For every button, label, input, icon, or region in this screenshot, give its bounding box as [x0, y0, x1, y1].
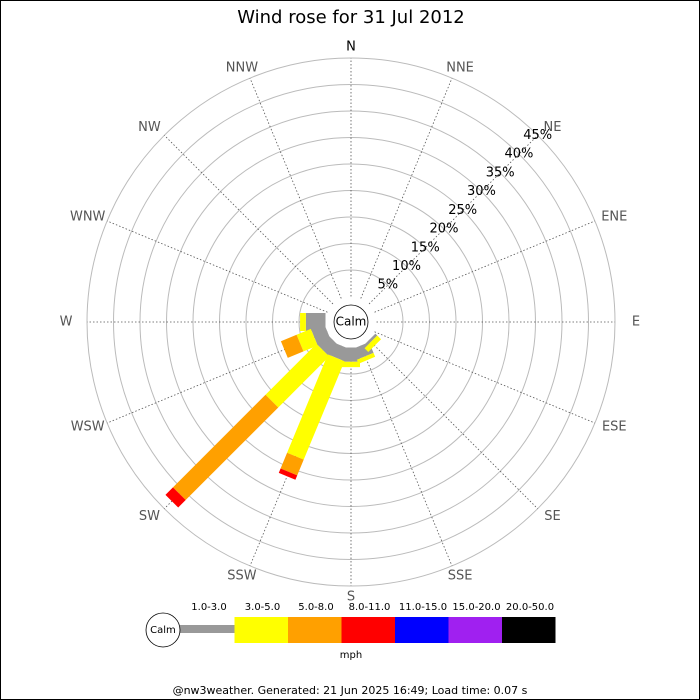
bar-segment	[296, 328, 318, 352]
spoke	[249, 77, 342, 299]
direction-label: NNW	[226, 60, 258, 75]
legend-swatch	[502, 617, 556, 643]
calm-label: Calm	[336, 315, 367, 329]
direction-label: E	[632, 315, 640, 330]
legend-label: 1.0-3.0	[191, 602, 226, 613]
direction-label: SSE	[448, 569, 473, 584]
bar-segment	[342, 361, 360, 368]
ring-label: 35%	[486, 165, 515, 180]
bar-segment	[305, 313, 326, 331]
spoke	[164, 135, 334, 305]
spoke	[374, 220, 596, 313]
direction-label: SW	[139, 509, 160, 524]
ring-label: 5%	[377, 278, 398, 293]
spoke	[360, 77, 453, 299]
grid-ring	[192, 163, 510, 481]
direction-label: WNW	[70, 209, 106, 224]
legend-label: 3.0-5.0	[245, 602, 280, 613]
bar-segment	[364, 335, 382, 353]
direction-label: SE	[544, 509, 560, 524]
bar-segment	[265, 343, 330, 408]
legend-calm	[145, 612, 181, 648]
spoke	[360, 345, 453, 567]
legend-label: 5.0-8.0	[298, 602, 333, 613]
ring-label: 45%	[523, 128, 552, 143]
direction-label: NNE	[446, 60, 474, 75]
direction-label: NE	[544, 120, 562, 135]
direction-label: NW	[138, 120, 161, 135]
direction-label: W	[60, 315, 73, 330]
ring-label: 15%	[411, 240, 440, 255]
ring-label: 30%	[467, 184, 496, 199]
legend-calm-label: Calm	[150, 625, 176, 636]
bar-segment	[280, 334, 304, 358]
direction-label: ESE	[602, 420, 627, 435]
legend-label: 11.0-15.0	[399, 602, 447, 613]
legend-label: 20.0-50.0	[506, 602, 554, 613]
spoke	[368, 135, 538, 305]
direction-label: ENE	[601, 209, 627, 224]
grid-ring	[113, 84, 589, 560]
bar-segment	[278, 468, 298, 480]
legend-label: 8.0-11.0	[349, 602, 391, 613]
footer: @nw3weather. Generated: 21 Jun 2025 16:4…	[173, 684, 528, 697]
legend-swatch	[341, 617, 395, 643]
legend-swatch	[448, 617, 502, 643]
calm-circle	[333, 304, 369, 340]
ring-label: 40%	[504, 147, 533, 162]
direction-label: S	[347, 590, 355, 605]
direction-label: N	[346, 40, 356, 55]
spoke	[374, 331, 596, 424]
bar-segment	[165, 487, 186, 508]
bar-segment	[280, 452, 304, 476]
bar-segment	[287, 354, 345, 460]
unit-label: mph	[340, 650, 362, 661]
bar-segment	[172, 394, 279, 501]
grid-ring	[245, 216, 457, 428]
direction-label: SSW	[227, 569, 257, 584]
chart-title: Wind rose for 31 Jul 2012	[237, 7, 465, 28]
spoke	[368, 339, 538, 509]
bar-segment	[300, 313, 306, 331]
legend-label: 15.0-20.0	[452, 602, 500, 613]
grid-ring	[298, 269, 404, 375]
direction-label: WSW	[71, 420, 105, 435]
spoke	[106, 220, 328, 313]
legend-swatch	[395, 617, 449, 643]
ring-label: 20%	[430, 222, 459, 237]
ring-label: 10%	[392, 259, 421, 274]
legend-swatch	[288, 617, 342, 643]
bar-segment	[356, 352, 376, 364]
legend-swatch	[234, 617, 288, 643]
ring-label: 25%	[448, 203, 477, 218]
